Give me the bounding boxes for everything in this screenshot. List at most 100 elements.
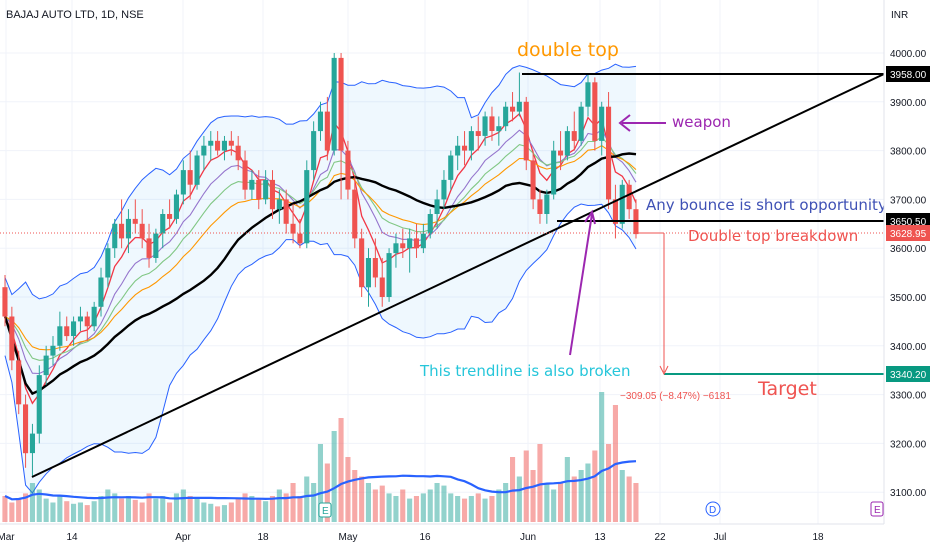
candle-53: [365, 248, 371, 307]
moving-averages: [3, 112, 637, 405]
volume-bar-68: [468, 496, 474, 522]
volume-bar-10: [71, 503, 77, 522]
y-tick-9: 3100.00: [890, 488, 927, 499]
candle-32: [221, 135, 227, 161]
x-tick-3: 18: [257, 532, 269, 543]
x-tick-2: Apr: [175, 532, 191, 543]
volume-bar-16: [112, 493, 118, 522]
volume-bars: [2, 392, 639, 522]
x-tick-7: 13: [594, 532, 606, 543]
candle-72: [496, 116, 502, 146]
volume-bar-69: [475, 493, 481, 522]
volume-bar-38: [263, 501, 269, 522]
volume-bar-13: [91, 501, 97, 522]
volume-bar-18: [125, 496, 131, 522]
y-tick-6: 3400.00: [890, 342, 927, 353]
candle-65: [448, 150, 454, 190]
volume-bar-27: [187, 496, 193, 522]
measure-arrow-icon: [659, 365, 669, 376]
candle-52: [359, 228, 365, 297]
volume-bar-83: [571, 476, 577, 522]
candle-8: [57, 311, 63, 351]
volume-bar-72: [496, 489, 502, 522]
candle-81: [558, 131, 564, 171]
candle-44: [304, 160, 310, 249]
candle-78: [537, 189, 543, 224]
candle-54: [372, 238, 378, 288]
volume-bar-24: [167, 502, 173, 522]
volume-bar-81: [558, 483, 564, 522]
rising-trendline: [31, 73, 885, 478]
ema-fast: [4, 112, 637, 405]
volume-bar-51: [352, 470, 358, 522]
candle-86: [592, 77, 598, 151]
candle-31: [215, 131, 221, 156]
candle-42: [290, 204, 296, 244]
candle-70: [482, 111, 488, 146]
candle-25: [173, 189, 179, 224]
volume-bar-67: [462, 498, 468, 522]
candle-12: [84, 311, 90, 341]
x-tick-5: 16: [419, 532, 431, 543]
candle-63: [434, 189, 440, 229]
candle-35: [242, 150, 248, 200]
volume-bar-36: [249, 496, 255, 522]
volume-bar-75: [516, 476, 522, 522]
trendline-annotation: This trendline is also broken: [419, 362, 631, 380]
earnings-marker-2[interactable]: E: [870, 501, 884, 517]
y-tick-4: 3600.00: [890, 244, 927, 255]
trendline-arrow-icon: [584, 209, 596, 225]
measure-label: −309.05 (−8.47%) −6181: [620, 391, 731, 402]
volume-bar-41: [283, 493, 289, 522]
volume-bar-80: [551, 489, 557, 522]
volume-bar-57: [393, 496, 399, 522]
volume-bar-58: [400, 489, 406, 522]
candle-43: [297, 218, 303, 249]
volume-bar-28: [194, 498, 200, 522]
volume-bar-11: [77, 502, 83, 522]
y-tick-3: 3700.00: [890, 195, 927, 206]
candle-17: [119, 199, 125, 249]
volume-bar-61: [420, 493, 426, 522]
volume-bar-23: [160, 496, 166, 522]
candle-19: [132, 199, 138, 234]
candle-20: [139, 209, 145, 249]
dividend-marker[interactable]: D: [705, 501, 721, 517]
candle-27: [187, 150, 193, 200]
candle-15: [105, 243, 111, 288]
volume-bar-85: [585, 463, 591, 522]
weapon-arrow-icon: [618, 114, 631, 132]
volume-bar-84: [578, 470, 584, 522]
earnings-marker-1[interactable]: E: [318, 502, 332, 518]
candle-4: [29, 423, 35, 478]
volume-bar-43: [297, 496, 303, 522]
y-tick-7: 3300.00: [890, 391, 927, 402]
candle-69: [475, 116, 481, 151]
volume-bar-46: [317, 444, 323, 522]
top-price-label: 3958.00: [890, 70, 927, 81]
volume-bar-17: [119, 498, 125, 522]
volume-bar-40: [276, 489, 282, 522]
candle-88: [606, 92, 612, 210]
candle-2: [16, 350, 22, 415]
volume-bar-19: [132, 499, 138, 522]
candle-22: [153, 228, 159, 263]
volume-bar-56: [386, 493, 392, 522]
volume-bar-70: [482, 498, 488, 522]
trendline-arrow: [569, 213, 593, 356]
volume-bar-64: [441, 485, 447, 522]
candle-14: [98, 267, 104, 317]
candle-83: [571, 111, 577, 151]
volume-bar-3: [23, 493, 29, 522]
candle-58: [400, 228, 406, 258]
top-price-box: [886, 66, 930, 82]
candle-28: [194, 150, 200, 190]
candle-50: [345, 140, 351, 200]
volume-bar-25: [173, 493, 179, 522]
candle-46: [317, 101, 323, 141]
volume-bar-60: [413, 496, 419, 522]
candle-45: [311, 121, 317, 180]
volume-bar-37: [256, 498, 262, 522]
volume-bar-45: [311, 483, 317, 522]
volume-bar-92: [633, 483, 639, 522]
